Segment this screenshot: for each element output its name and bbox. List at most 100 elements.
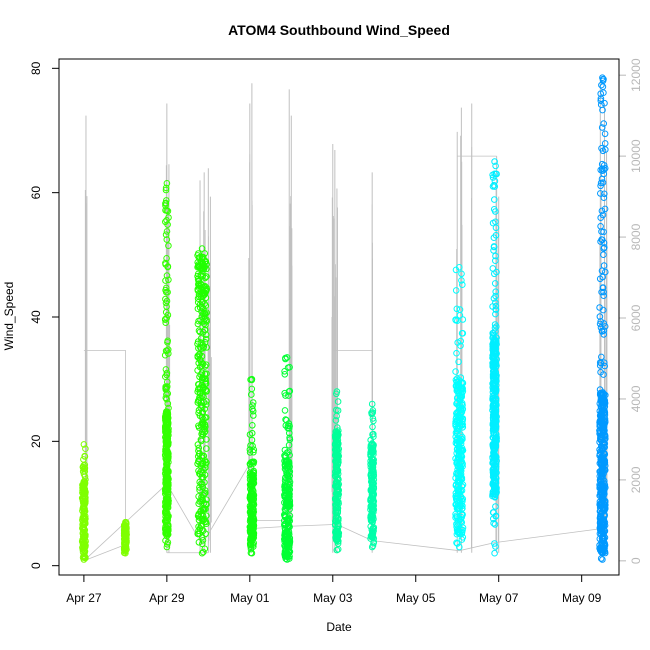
- wind-speed-point: [598, 353, 605, 361]
- wind-speed-point: [334, 525, 342, 533]
- x-axis-label: Date: [326, 620, 352, 634]
- wind-speed-point: [250, 491, 258, 499]
- wind-speed-point: [203, 285, 210, 293]
- wind-speed-point: [162, 184, 170, 192]
- wind-speed-point: [203, 273, 210, 280]
- wind-speed-point: [250, 448, 257, 456]
- wind-speed-point: [286, 505, 293, 513]
- wind-speed-point: [282, 392, 289, 399]
- wind-speed-point: [195, 396, 203, 404]
- wind-speed-point: [164, 521, 172, 528]
- wind-speed-point: [162, 218, 169, 226]
- wind-speed-point: [249, 422, 256, 429]
- wind-speed-point: [456, 505, 463, 513]
- wind-speed-point: [248, 375, 256, 383]
- wind-speed-point: [286, 434, 293, 442]
- wind-speed-point: [599, 147, 607, 155]
- wind-speed-point: [80, 470, 88, 478]
- wind-speed-point: [164, 263, 172, 270]
- wind-speed-point: [491, 366, 499, 374]
- wind-speed-point: [370, 525, 377, 533]
- wind-speed-point: [197, 480, 205, 488]
- wind-speed-point: [599, 453, 607, 461]
- wind-speed-point: [162, 277, 169, 284]
- wind-speed-point: [250, 525, 257, 533]
- wind-speed-point: [194, 263, 201, 271]
- wind-speed-point: [286, 472, 294, 480]
- y-tick-label: 60: [29, 186, 43, 200]
- wind-speed-point: [122, 518, 129, 526]
- wind-speed-point: [80, 556, 88, 563]
- wind-speed-point: [199, 496, 206, 504]
- wind-speed-point: [163, 236, 171, 243]
- wind-speed-point: [454, 457, 461, 464]
- wind-speed-point: [368, 400, 376, 408]
- wind-speed-point: [491, 361, 499, 369]
- wind-speed-point: [332, 527, 339, 535]
- wind-speed-point: [599, 469, 607, 476]
- wind-speed-point: [600, 306, 607, 314]
- chart-title: ATOM4 Southbound Wind_Speed: [228, 22, 450, 38]
- wind-speed-point: [601, 459, 608, 467]
- wind-speed-point: [334, 507, 342, 515]
- wind-speed-point: [599, 106, 606, 114]
- wind-speed-point: [162, 199, 170, 207]
- x-tick-label: May 07: [479, 591, 519, 605]
- wind-speed-point: [600, 292, 608, 300]
- wind-speed-point: [81, 518, 89, 525]
- wind-speed-point: [164, 414, 171, 421]
- wind-speed-point: [247, 442, 254, 449]
- wind-speed-point: [452, 382, 460, 389]
- wind-speed-point: [492, 292, 499, 300]
- wind-speed-point: [203, 445, 210, 452]
- wind-speed-point: [285, 503, 293, 510]
- wind-speed-point: [489, 386, 497, 393]
- wind-speed-point: [194, 453, 202, 460]
- wind-speed-point: [333, 463, 341, 471]
- wind-speed-point: [202, 331, 210, 339]
- wind-speed-point: [458, 277, 465, 284]
- wind-speed-point: [456, 529, 463, 537]
- wind-speed-point: [369, 479, 377, 486]
- wind-speed-point: [370, 503, 377, 510]
- wind-speed-point: [458, 519, 466, 526]
- wind-speed-point: [493, 377, 500, 385]
- wind-speed-point: [200, 385, 207, 392]
- wind-speed-point: [80, 515, 88, 523]
- wind-speed-point: [164, 400, 172, 407]
- wind-speed-point: [491, 457, 499, 465]
- wind-speed-point: [597, 435, 604, 443]
- wind-speed-point: [597, 368, 604, 376]
- wind-speed-point: [201, 518, 208, 526]
- wind-speed-point: [600, 538, 608, 545]
- wind-speed-cluster: [596, 74, 609, 563]
- wind-speed-point: [601, 408, 609, 416]
- wind-speed-point: [453, 495, 460, 502]
- wind-speed-point: [164, 339, 171, 346]
- wind-speed-point: [459, 534, 467, 541]
- wind-speed-point: [282, 416, 289, 423]
- wind-speed-point: [369, 498, 377, 505]
- wind-speed-point: [596, 313, 604, 320]
- wind-speed-cluster: [120, 518, 130, 557]
- wind-speed-point: [282, 355, 289, 363]
- wind-speed-point: [195, 327, 203, 335]
- wind-speed-point: [370, 539, 377, 547]
- wind-speed-point: [162, 319, 169, 327]
- wind-speed-cluster: [281, 354, 294, 563]
- wind-speed-point: [492, 224, 500, 232]
- wind-speed-point: [369, 423, 376, 431]
- wind-speed-point: [283, 354, 291, 361]
- wind-speed-point: [597, 223, 604, 230]
- wind-speed-point: [459, 330, 467, 337]
- wind-speed-point: [286, 512, 294, 520]
- wind-speed-point: [459, 316, 467, 323]
- wind-speed-point: [165, 276, 172, 284]
- wind-speed-point: [198, 362, 205, 369]
- wind-speed-point: [598, 267, 606, 275]
- wind-speed-point: [491, 549, 498, 557]
- wind-speed-point: [198, 304, 206, 311]
- wind-speed-point: [332, 442, 340, 450]
- wind-speed-point: [492, 306, 500, 313]
- wind-speed-point: [491, 177, 499, 185]
